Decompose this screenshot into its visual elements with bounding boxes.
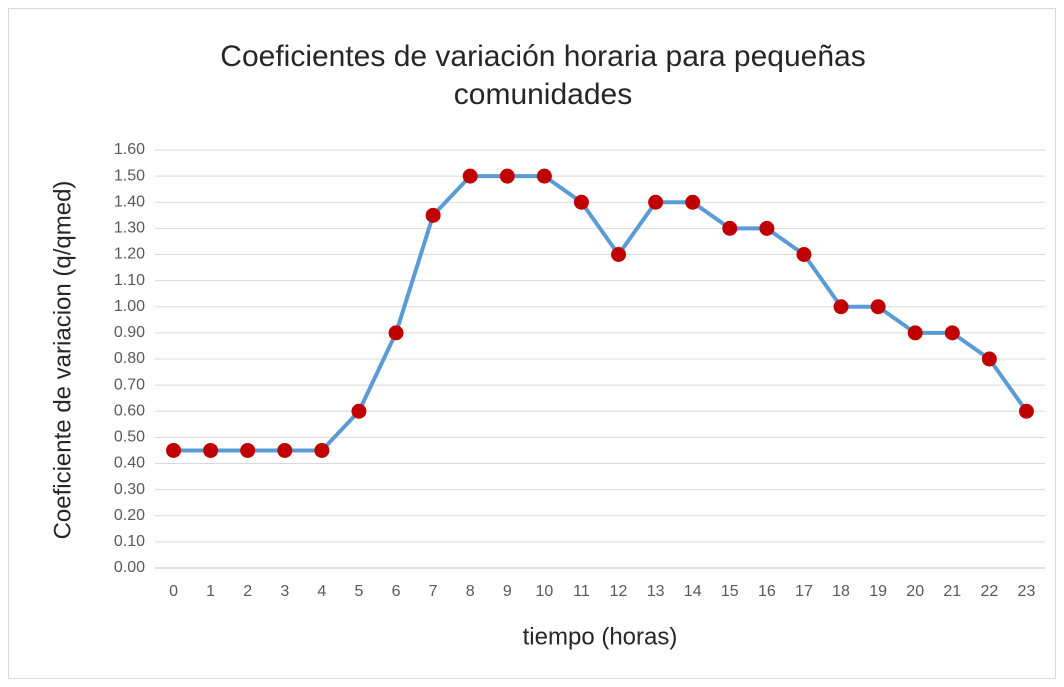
x-tick-label: 20 xyxy=(906,583,924,600)
point-marker xyxy=(573,194,589,210)
y-tick-label: 0.50 xyxy=(114,429,145,446)
point-marker xyxy=(1018,403,1034,419)
point-marker xyxy=(759,220,775,236)
x-tick-label: 21 xyxy=(943,583,961,600)
y-tick-label: 1.40 xyxy=(114,193,145,210)
x-tick-label: 19 xyxy=(869,583,887,600)
point-marker xyxy=(240,442,256,458)
x-tick-label: 22 xyxy=(980,583,998,600)
point-marker xyxy=(166,442,182,458)
x-axis-label: tiempo (horas) xyxy=(523,623,678,650)
y-tick-label: 0.30 xyxy=(114,481,145,498)
y-tick-label: 1.60 xyxy=(114,141,145,158)
x-tick-label: 12 xyxy=(610,583,628,600)
point-marker xyxy=(796,247,812,262)
point-marker xyxy=(277,442,293,458)
y-axis-label: Coeficiente de variacion (q/qmed) xyxy=(49,181,76,540)
y-tick-label: 1.10 xyxy=(114,272,145,289)
point-marker xyxy=(611,247,627,262)
point-marker xyxy=(536,168,552,184)
x-tick-label: 15 xyxy=(721,583,739,600)
point-marker xyxy=(944,325,960,341)
point-marker xyxy=(833,299,849,315)
x-tick-label: 0 xyxy=(169,583,178,600)
point-marker xyxy=(462,168,478,184)
y-tick-label: 0.90 xyxy=(114,324,145,341)
point-marker xyxy=(351,403,367,419)
point-marker xyxy=(388,325,404,341)
y-tick-label: 1.50 xyxy=(114,167,145,184)
y-tick-label: 0.80 xyxy=(114,350,145,367)
x-tick-label: 8 xyxy=(466,583,475,600)
chart-title: Coeficientes de variación horaria para p… xyxy=(220,40,866,111)
y-tick-label: 1.00 xyxy=(114,298,145,315)
point-marker xyxy=(907,325,923,341)
x-tick-label: 14 xyxy=(684,583,702,600)
y-tick-label: 0.00 xyxy=(114,559,145,576)
x-tick-label: 10 xyxy=(535,583,553,600)
x-tick-label: 7 xyxy=(429,583,438,600)
chart-border xyxy=(8,8,1056,679)
y-tick-label: 0.40 xyxy=(114,455,145,472)
point-marker xyxy=(722,220,738,236)
x-tick-label: 6 xyxy=(392,583,401,600)
y-tick-label: 0.70 xyxy=(114,376,145,393)
point-marker xyxy=(981,351,997,367)
point-marker xyxy=(870,299,886,315)
y-tick-label: 0.60 xyxy=(114,402,145,419)
x-tick-label: 9 xyxy=(503,583,512,600)
x-tick-label: 4 xyxy=(317,583,326,600)
point-marker xyxy=(499,168,515,184)
x-tick-label: 3 xyxy=(280,583,289,600)
point-marker xyxy=(314,442,330,458)
x-tick-label: 5 xyxy=(355,583,364,600)
y-tick-label: 0.20 xyxy=(114,507,145,524)
point-marker xyxy=(425,207,441,223)
point-marker xyxy=(203,442,219,458)
x-tick-label: 13 xyxy=(647,583,665,600)
x-tick-label: 2 xyxy=(243,583,252,600)
point-marker xyxy=(648,194,664,210)
y-tick-label: 1.20 xyxy=(114,246,145,263)
point-marker xyxy=(685,194,701,210)
x-tick-label: 18 xyxy=(832,583,850,600)
y-tick-label: 1.30 xyxy=(114,220,145,237)
x-tick-label: 16 xyxy=(758,583,776,600)
x-tick-label: 11 xyxy=(573,583,590,600)
x-tick-label: 1 xyxy=(206,583,215,600)
y-tick-label: 0.10 xyxy=(114,533,145,550)
x-tick-label: 17 xyxy=(795,583,813,600)
x-tick-label: 23 xyxy=(1018,583,1036,600)
